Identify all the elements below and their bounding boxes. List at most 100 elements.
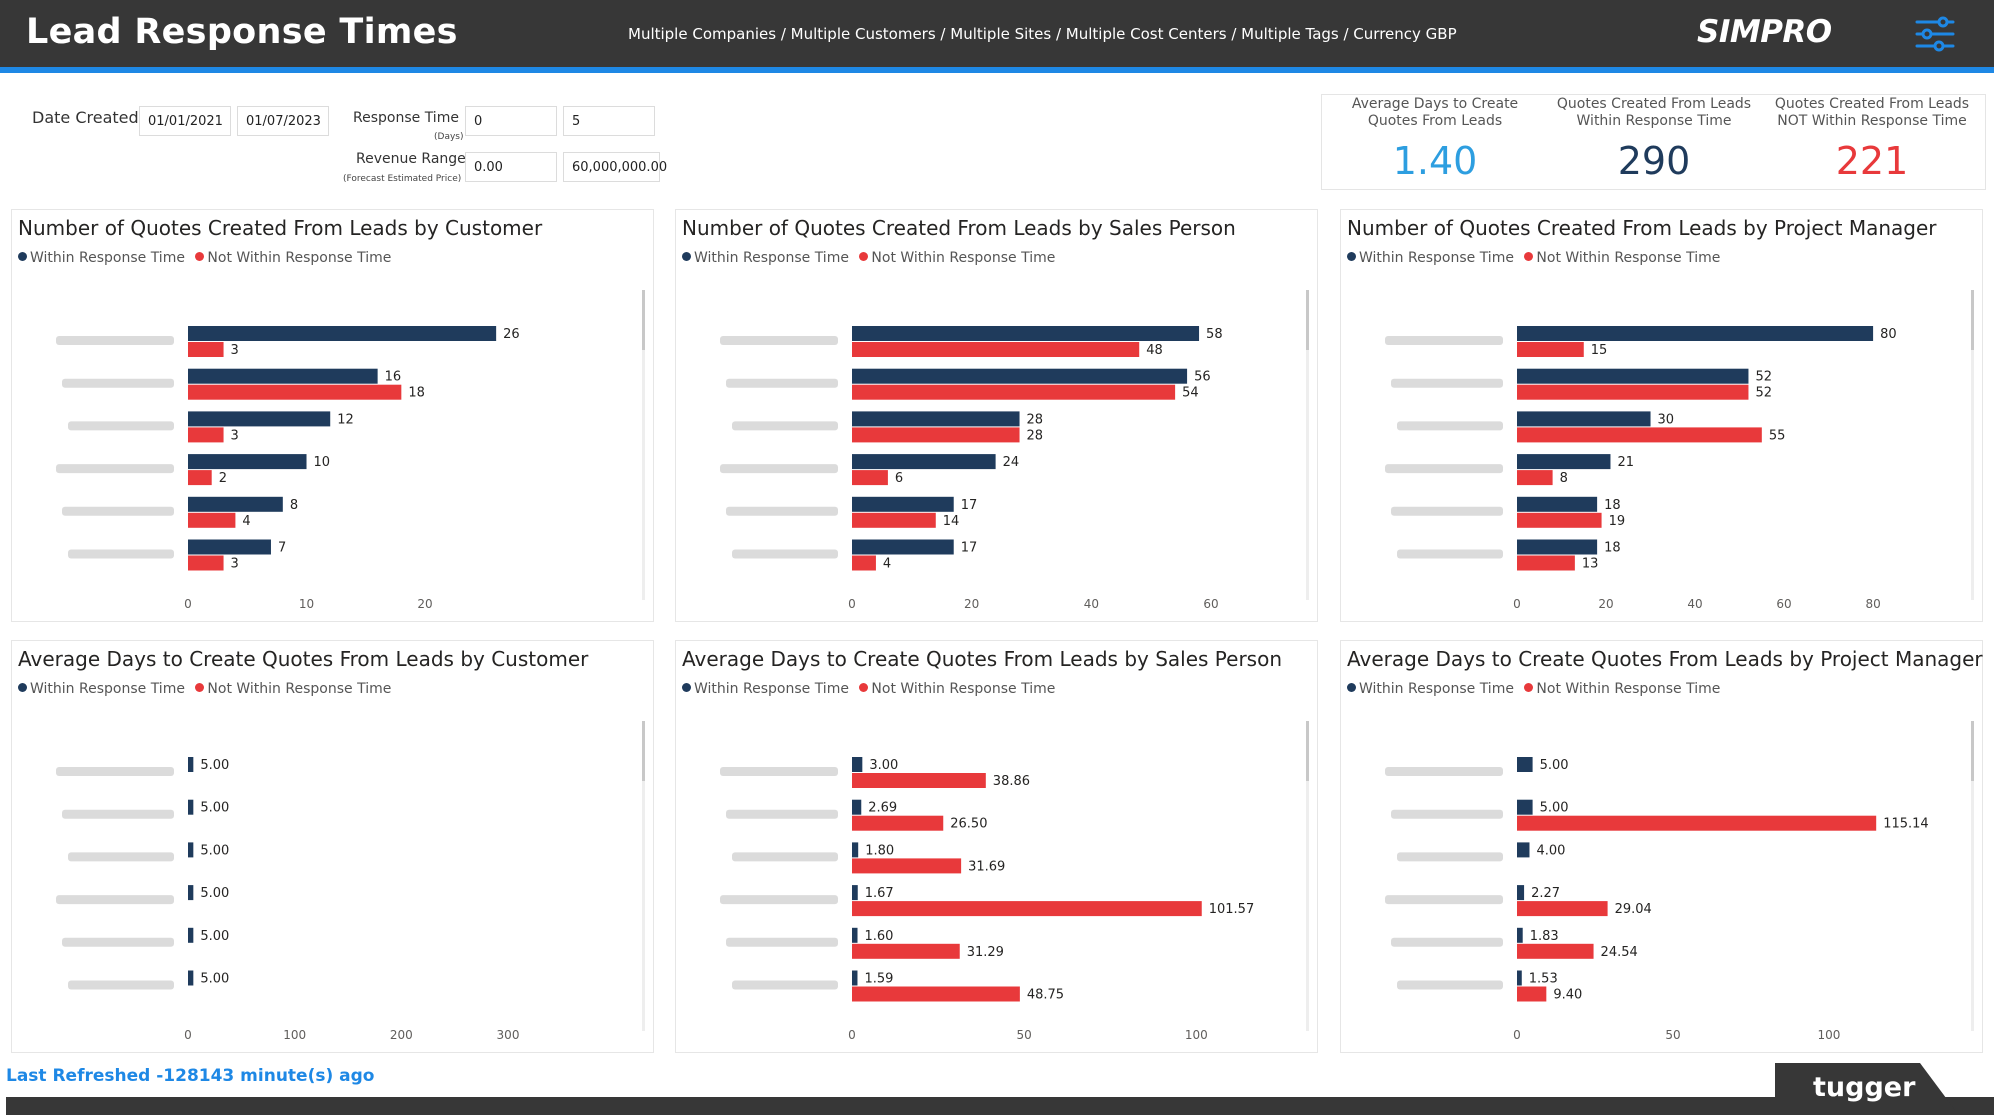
revenue-min-input[interactable]: 0.00 <box>465 152 557 182</box>
bar-not-within[interactable] <box>1517 815 1877 831</box>
bar-not-within[interactable] <box>1517 427 1762 443</box>
scrollbar-track[interactable] <box>1971 721 1974 1031</box>
bar-within[interactable] <box>188 454 307 470</box>
bar-not-within[interactable] <box>852 901 1202 917</box>
bar-within[interactable] <box>852 970 858 986</box>
bar-within[interactable] <box>1517 842 1530 858</box>
bar-within[interactable] <box>188 368 378 384</box>
category-label-redacted <box>720 464 838 474</box>
bar-not-within[interactable] <box>852 384 1176 400</box>
bar-within[interactable] <box>188 757 194 772</box>
bar-not-within[interactable] <box>188 470 212 486</box>
category-label-redacted <box>56 336 174 345</box>
bar-within[interactable] <box>188 326 497 341</box>
x-tick-label: 200 <box>390 1028 413 1042</box>
response-min-input[interactable]: 0 <box>465 106 557 136</box>
bar-not-within[interactable] <box>852 943 960 959</box>
bar-within[interactable] <box>1517 539 1598 555</box>
bar-within[interactable] <box>1517 970 1522 986</box>
bar-not-within[interactable] <box>1517 342 1584 357</box>
revenue-max-input[interactable]: 60,000,000.00 <box>563 152 667 182</box>
bar-within[interactable] <box>852 454 996 470</box>
bar-not-within[interactable] <box>188 342 224 357</box>
chart-title: Number of Quotes Created From Leads by C… <box>18 216 543 240</box>
x-tick-label: 20 <box>1598 597 1613 611</box>
bar-not-within[interactable] <box>1517 943 1594 959</box>
bar-not-within[interactable] <box>188 555 224 571</box>
scrollbar-thumb[interactable] <box>1971 721 1974 781</box>
bar-within[interactable] <box>852 411 1020 427</box>
bar-within[interactable] <box>1517 885 1525 901</box>
scrollbar-track[interactable] <box>1306 290 1309 600</box>
bar-within[interactable] <box>188 799 194 815</box>
data-label: 4.00 <box>1536 843 1565 858</box>
bar-not-within[interactable] <box>1517 470 1553 486</box>
bar-within[interactable] <box>1517 326 1874 341</box>
bar-not-within[interactable] <box>1517 986 1547 1002</box>
bar-within[interactable] <box>852 927 858 943</box>
bar-within[interactable] <box>852 496 954 512</box>
bar-not-within[interactable] <box>852 512 936 528</box>
data-label: 14 <box>943 514 960 529</box>
bar-not-within[interactable] <box>1517 384 1749 400</box>
bar-within[interactable] <box>1517 496 1598 512</box>
bar-within[interactable] <box>852 326 1200 341</box>
data-label: 8 <box>290 498 298 513</box>
bar-not-within[interactable] <box>188 512 236 528</box>
bar-within[interactable] <box>188 539 271 555</box>
scrollbar-thumb[interactable] <box>1306 721 1309 781</box>
bar-not-within[interactable] <box>852 555 876 571</box>
bar-within[interactable] <box>1517 799 1533 815</box>
data-label: 1.59 <box>864 972 893 987</box>
data-label: 3 <box>231 428 239 443</box>
chart-card-quotes-by-project-manager: Number of Quotes Created From Leads by P… <box>1340 209 1983 622</box>
chart-card-avg-days-by-customer: Average Days to Create Quotes From Leads… <box>11 640 654 1053</box>
bar-within[interactable] <box>1517 368 1749 384</box>
x-tick-label: 100 <box>283 1028 306 1042</box>
category-label-redacted <box>720 895 838 905</box>
header-bar: Lead Response Times Multiple Companies /… <box>0 0 1994 73</box>
bar-not-within[interactable] <box>1517 555 1575 571</box>
bar-within[interactable] <box>852 885 858 901</box>
bar-within[interactable] <box>1517 454 1611 470</box>
sliders-icon[interactable] <box>1915 14 1955 54</box>
bar-within[interactable] <box>188 842 194 858</box>
category-label-redacted <box>68 549 174 559</box>
bar-within[interactable] <box>188 970 194 986</box>
bar-not-within[interactable] <box>188 427 224 443</box>
bar-not-within[interactable] <box>188 384 402 400</box>
bar-within[interactable] <box>852 368 1188 384</box>
scrollbar-thumb[interactable] <box>642 721 645 781</box>
scrollbar-track[interactable] <box>642 721 645 1031</box>
date-from-input[interactable]: 01/01/2021 <box>139 106 231 136</box>
response-max-input[interactable]: 5 <box>563 106 655 136</box>
bar-not-within[interactable] <box>852 986 1020 1002</box>
bar-within[interactable] <box>1517 757 1533 772</box>
bar-within[interactable] <box>852 842 859 858</box>
scrollbar-thumb[interactable] <box>1971 290 1974 350</box>
bar-not-within[interactable] <box>852 342 1140 357</box>
bar-within[interactable] <box>1517 927 1523 943</box>
bar-within[interactable] <box>852 799 862 815</box>
bar-not-within[interactable] <box>852 858 962 874</box>
bar-not-within[interactable] <box>852 815 944 831</box>
bar-not-within[interactable] <box>852 427 1020 443</box>
bar-not-within[interactable] <box>1517 901 1608 917</box>
x-tick-label: 40 <box>1084 597 1099 611</box>
bar-within[interactable] <box>188 927 194 943</box>
bar-within[interactable] <box>188 496 283 512</box>
bar-within[interactable] <box>1517 411 1651 427</box>
scrollbar-track[interactable] <box>642 290 645 600</box>
scrollbar-thumb[interactable] <box>642 290 645 350</box>
bar-not-within[interactable] <box>852 773 986 788</box>
bar-not-within[interactable] <box>1517 512 1602 528</box>
bar-within[interactable] <box>188 411 331 427</box>
scrollbar-thumb[interactable] <box>1306 290 1309 350</box>
bar-within[interactable] <box>852 757 863 772</box>
date-to-input[interactable]: 01/07/2023 <box>237 106 329 136</box>
bar-within[interactable] <box>188 885 194 901</box>
bar-not-within[interactable] <box>852 470 888 486</box>
scrollbar-track[interactable] <box>1306 721 1309 1031</box>
scrollbar-track[interactable] <box>1971 290 1974 600</box>
bar-within[interactable] <box>852 539 954 555</box>
